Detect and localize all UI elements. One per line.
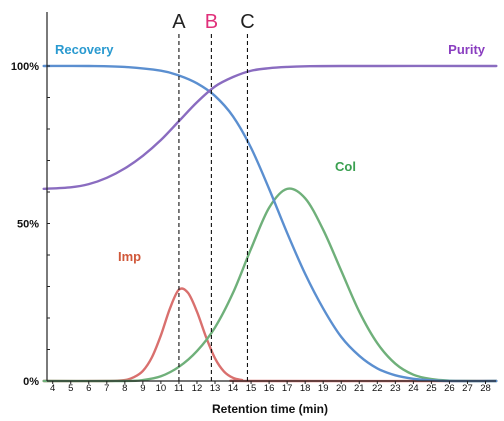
x-tick-label: 20 bbox=[336, 383, 347, 394]
x-tick-label: 8 bbox=[122, 383, 127, 394]
series-label-purity: Purity bbox=[448, 42, 486, 57]
series-line-recovery bbox=[42, 64, 498, 383]
x-tick-label: 14 bbox=[228, 383, 239, 394]
series-label-imp: Imp bbox=[118, 249, 141, 264]
x-tick-label: 21 bbox=[354, 383, 365, 394]
series-label-recovery: Recovery bbox=[55, 42, 114, 57]
x-tick-label: 9 bbox=[140, 383, 145, 394]
y-tick-label: 100% bbox=[11, 61, 39, 73]
x-tick-label: 23 bbox=[390, 383, 401, 394]
series-line-imp bbox=[42, 287, 498, 383]
x-tick-label: 10 bbox=[156, 383, 167, 394]
x-tick-label: 26 bbox=[444, 383, 455, 394]
x-tick-label: 19 bbox=[318, 383, 329, 394]
y-tick-label: 0% bbox=[23, 376, 39, 388]
series-label-col: Col bbox=[335, 159, 356, 174]
x-tick-label: 13 bbox=[210, 383, 221, 394]
x-tick-label: 4 bbox=[50, 383, 55, 394]
x-tick-label: 6 bbox=[86, 383, 91, 394]
x-tick-label: 17 bbox=[282, 383, 293, 394]
marker-label-b: B bbox=[205, 11, 218, 33]
x-tick-label: 7 bbox=[104, 383, 109, 394]
series-line-purity bbox=[42, 64, 498, 191]
x-tick-label: 22 bbox=[372, 383, 383, 394]
marker-label-c: C bbox=[240, 11, 254, 33]
x-tick-label: 16 bbox=[264, 383, 275, 394]
x-tick-label: 15 bbox=[246, 383, 257, 394]
x-tick-label: 5 bbox=[68, 383, 73, 394]
x-tick-label: 27 bbox=[462, 383, 473, 394]
x-tick-label: 28 bbox=[480, 383, 491, 394]
series-line-col bbox=[42, 187, 498, 383]
x-tick-label: 25 bbox=[426, 383, 437, 394]
x-tick-label: 12 bbox=[192, 383, 203, 394]
x-axis-title: Retention time (min) bbox=[212, 402, 328, 416]
x-tick-label: 18 bbox=[300, 383, 311, 394]
x-tick-label: 11 bbox=[174, 383, 184, 394]
x-tick-label: 24 bbox=[408, 383, 419, 394]
marker-label-a: A bbox=[172, 11, 186, 33]
y-tick-label: 50% bbox=[17, 219, 39, 231]
